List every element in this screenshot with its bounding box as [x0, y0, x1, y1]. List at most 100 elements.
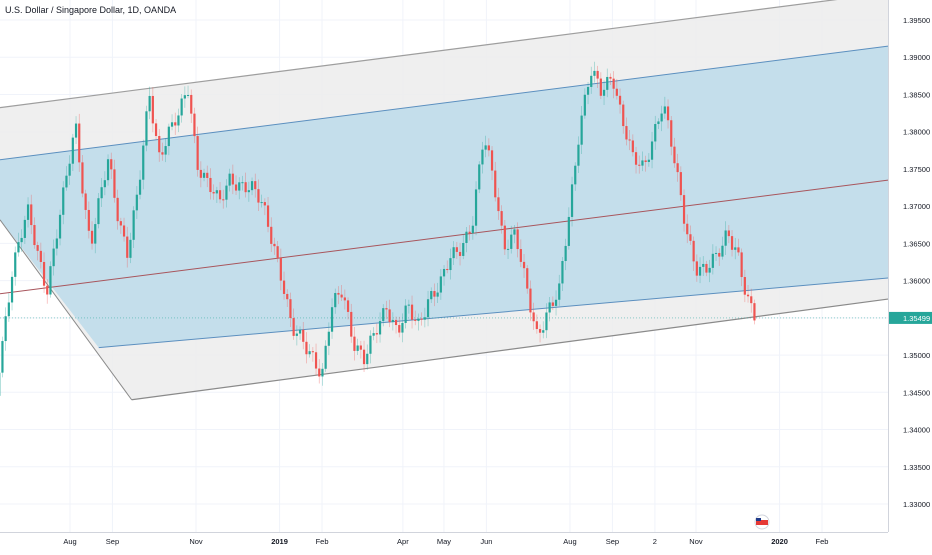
candle-body [264, 202, 266, 205]
candle-body [107, 159, 109, 180]
candle-body [405, 306, 407, 323]
candle-body [539, 329, 541, 333]
candle-body [350, 312, 352, 337]
candle-body [437, 293, 439, 297]
candle-body [465, 232, 467, 243]
candle-body [622, 105, 624, 126]
candle-body [257, 189, 259, 202]
candle-body [113, 169, 115, 197]
x-tick-label-2: Nov [189, 537, 203, 546]
candle-body [171, 122, 173, 126]
candle-body [53, 249, 55, 267]
candle-body [449, 258, 451, 270]
candle-body [193, 114, 195, 136]
candle-body [712, 254, 714, 268]
candle-body [62, 187, 64, 214]
candle-body [360, 345, 362, 349]
candle-body [24, 220, 26, 238]
candle-body [753, 303, 755, 320]
candle-body [235, 184, 237, 190]
candle-body [501, 211, 503, 226]
candle-body [206, 173, 208, 178]
candle-body [533, 312, 535, 321]
candle-body [593, 71, 595, 76]
candle-body [200, 170, 202, 178]
candle-body [85, 193, 87, 209]
candle-body [715, 253, 717, 254]
candle-body [232, 174, 234, 185]
y-tick-label-9: 1.37500 [903, 165, 930, 174]
candle-body [334, 293, 336, 307]
candle-body [270, 227, 272, 244]
candle-body [177, 115, 179, 125]
y-tick-label-4: 1.35000 [903, 351, 930, 360]
candle-body [78, 124, 80, 163]
candle-body [165, 146, 167, 155]
candle-body [325, 346, 327, 369]
candle-body [680, 172, 682, 195]
candle-body [369, 336, 371, 354]
candle-body [577, 145, 579, 166]
candle-body [139, 180, 141, 195]
candle-body [414, 320, 416, 321]
candle-body [632, 140, 634, 152]
candle-body [750, 296, 752, 303]
candle-body [693, 241, 695, 262]
candle-body [427, 299, 429, 317]
candle-body [520, 249, 522, 262]
x-tick-label-10: 2 [653, 537, 657, 546]
candle-body [526, 268, 528, 288]
candle-body [478, 164, 480, 189]
candle-body [641, 160, 643, 165]
x-tick-label-11: Nov [689, 537, 703, 546]
y-tick-label-2: 1.34000 [903, 426, 930, 435]
candle-body [507, 249, 509, 250]
candle-body [123, 225, 125, 236]
candle-body [245, 182, 247, 192]
candle-body [638, 165, 640, 166]
candle-body [398, 325, 400, 333]
candle-body [315, 352, 317, 368]
candle-body [1, 341, 3, 373]
candle-body [734, 247, 736, 249]
candle-body [318, 369, 320, 377]
x-tick-label-6: May [437, 537, 451, 546]
candle-body [238, 182, 240, 190]
x-tick-label-5: Apr [397, 537, 409, 546]
candle-body [241, 182, 243, 183]
candle-body [433, 291, 435, 297]
candle-body [254, 181, 256, 189]
y-tick-label-1: 1.33500 [903, 463, 930, 472]
chart-title: U.S. Dollar / Singapore Dollar, 1D, OAND… [5, 5, 176, 15]
candle-body [536, 321, 538, 329]
candle-body [616, 89, 618, 96]
candle-body [408, 305, 410, 306]
candle-body [549, 302, 551, 312]
candle-body [603, 90, 605, 96]
candle-body [299, 330, 301, 334]
flag-canton [756, 518, 761, 521]
candle-body [651, 141, 653, 159]
candle-body [152, 96, 154, 123]
candle-body [181, 99, 183, 116]
last-price-label: 1.35499 [903, 314, 930, 323]
y-tick-label-3: 1.34500 [903, 388, 930, 397]
candle-body [597, 71, 599, 79]
candle-body [513, 229, 515, 234]
candle-body [11, 277, 13, 303]
candle-body [40, 251, 42, 262]
candle-body [401, 323, 403, 333]
candle-body [565, 246, 567, 261]
candle-body [629, 139, 631, 140]
candle-body [56, 238, 58, 248]
candle-body [277, 246, 279, 258]
candle-body [456, 247, 458, 252]
candle-body [120, 221, 122, 225]
candle-body [472, 226, 474, 234]
candle-body [529, 289, 531, 313]
candle-body [625, 126, 627, 139]
candle-body [8, 302, 10, 316]
candle-body [411, 305, 413, 320]
